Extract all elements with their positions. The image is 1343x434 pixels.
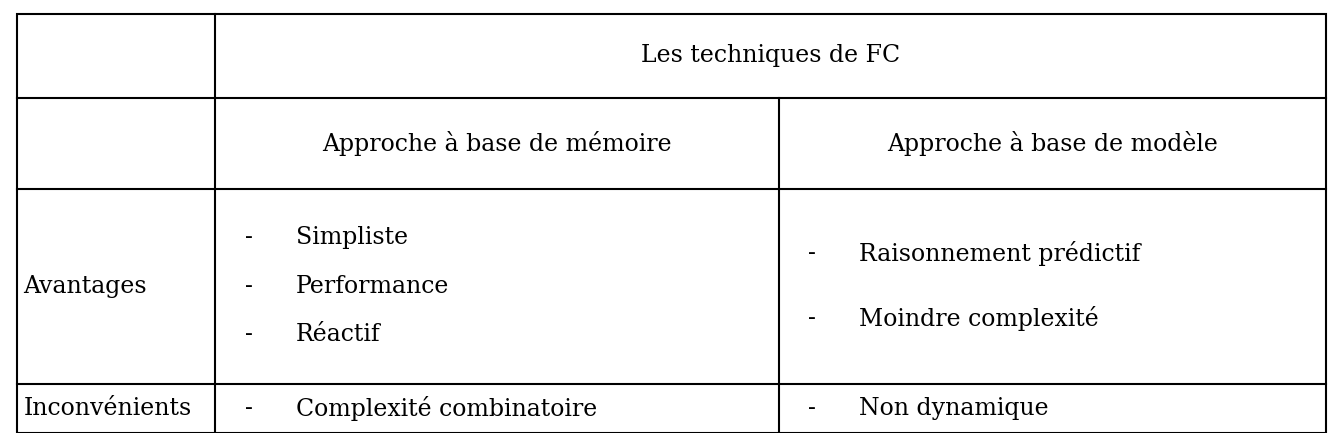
Text: Raisonnement prédictif: Raisonnement prédictif xyxy=(860,241,1140,266)
Text: Non dynamique: Non dynamique xyxy=(860,397,1049,420)
Text: Réactif: Réactif xyxy=(295,323,380,346)
Text: Les techniques de FC: Les techniques de FC xyxy=(641,44,900,67)
Text: Performance: Performance xyxy=(295,275,449,298)
Text: Approche à base de modèle: Approche à base de modèle xyxy=(888,131,1218,156)
Text: -: - xyxy=(244,275,252,298)
Text: -: - xyxy=(808,307,817,330)
Text: -: - xyxy=(808,242,817,265)
Text: Moindre complexité: Moindre complexité xyxy=(860,306,1099,331)
Text: -: - xyxy=(244,397,252,420)
Text: Complexité combinatoire: Complexité combinatoire xyxy=(295,396,598,421)
Text: -: - xyxy=(244,226,252,249)
Text: Inconvénients: Inconvénients xyxy=(23,397,192,420)
Text: Simpliste: Simpliste xyxy=(295,226,408,249)
Text: Avantages: Avantages xyxy=(23,275,148,298)
Text: Approche à base de mémoire: Approche à base de mémoire xyxy=(322,131,672,156)
Text: -: - xyxy=(808,397,817,420)
Text: -: - xyxy=(244,323,252,346)
